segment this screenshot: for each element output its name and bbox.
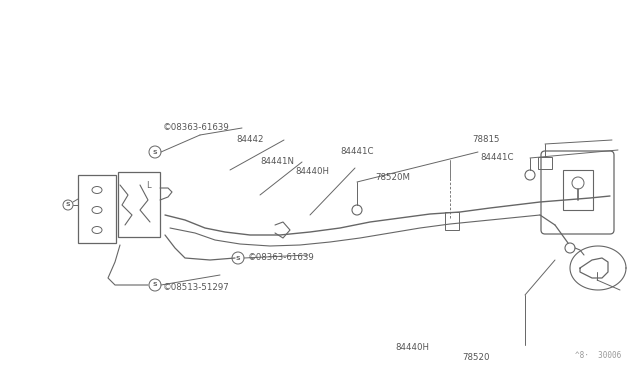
Text: L: L [146,180,150,189]
Text: 84441N: 84441N [260,157,294,167]
Text: S: S [153,282,157,288]
Bar [78,175,116,243]
Text: 84440H: 84440H [295,167,329,176]
Text: 84440H: 84440H [395,343,429,353]
Text: 78520: 78520 [462,353,490,362]
Bar [118,172,160,237]
Text: 78520M: 78520M [375,173,410,183]
Text: 84441C: 84441C [340,148,374,157]
Bar [538,157,552,169]
Text: 84442: 84442 [236,135,264,144]
Text: S: S [153,150,157,154]
Text: ©08513-51297: ©08513-51297 [163,282,230,292]
Text: ©08363-61639: ©08363-61639 [163,124,230,132]
Bar [445,212,459,230]
Bar [563,170,593,210]
Text: S: S [236,256,240,260]
Text: ©08363-61639: ©08363-61639 [248,253,315,263]
Text: 84441C: 84441C [480,154,513,163]
Text: ^8·  30006: ^8· 30006 [575,350,621,359]
Text: 78815: 78815 [472,135,499,144]
Text: S: S [66,202,70,208]
